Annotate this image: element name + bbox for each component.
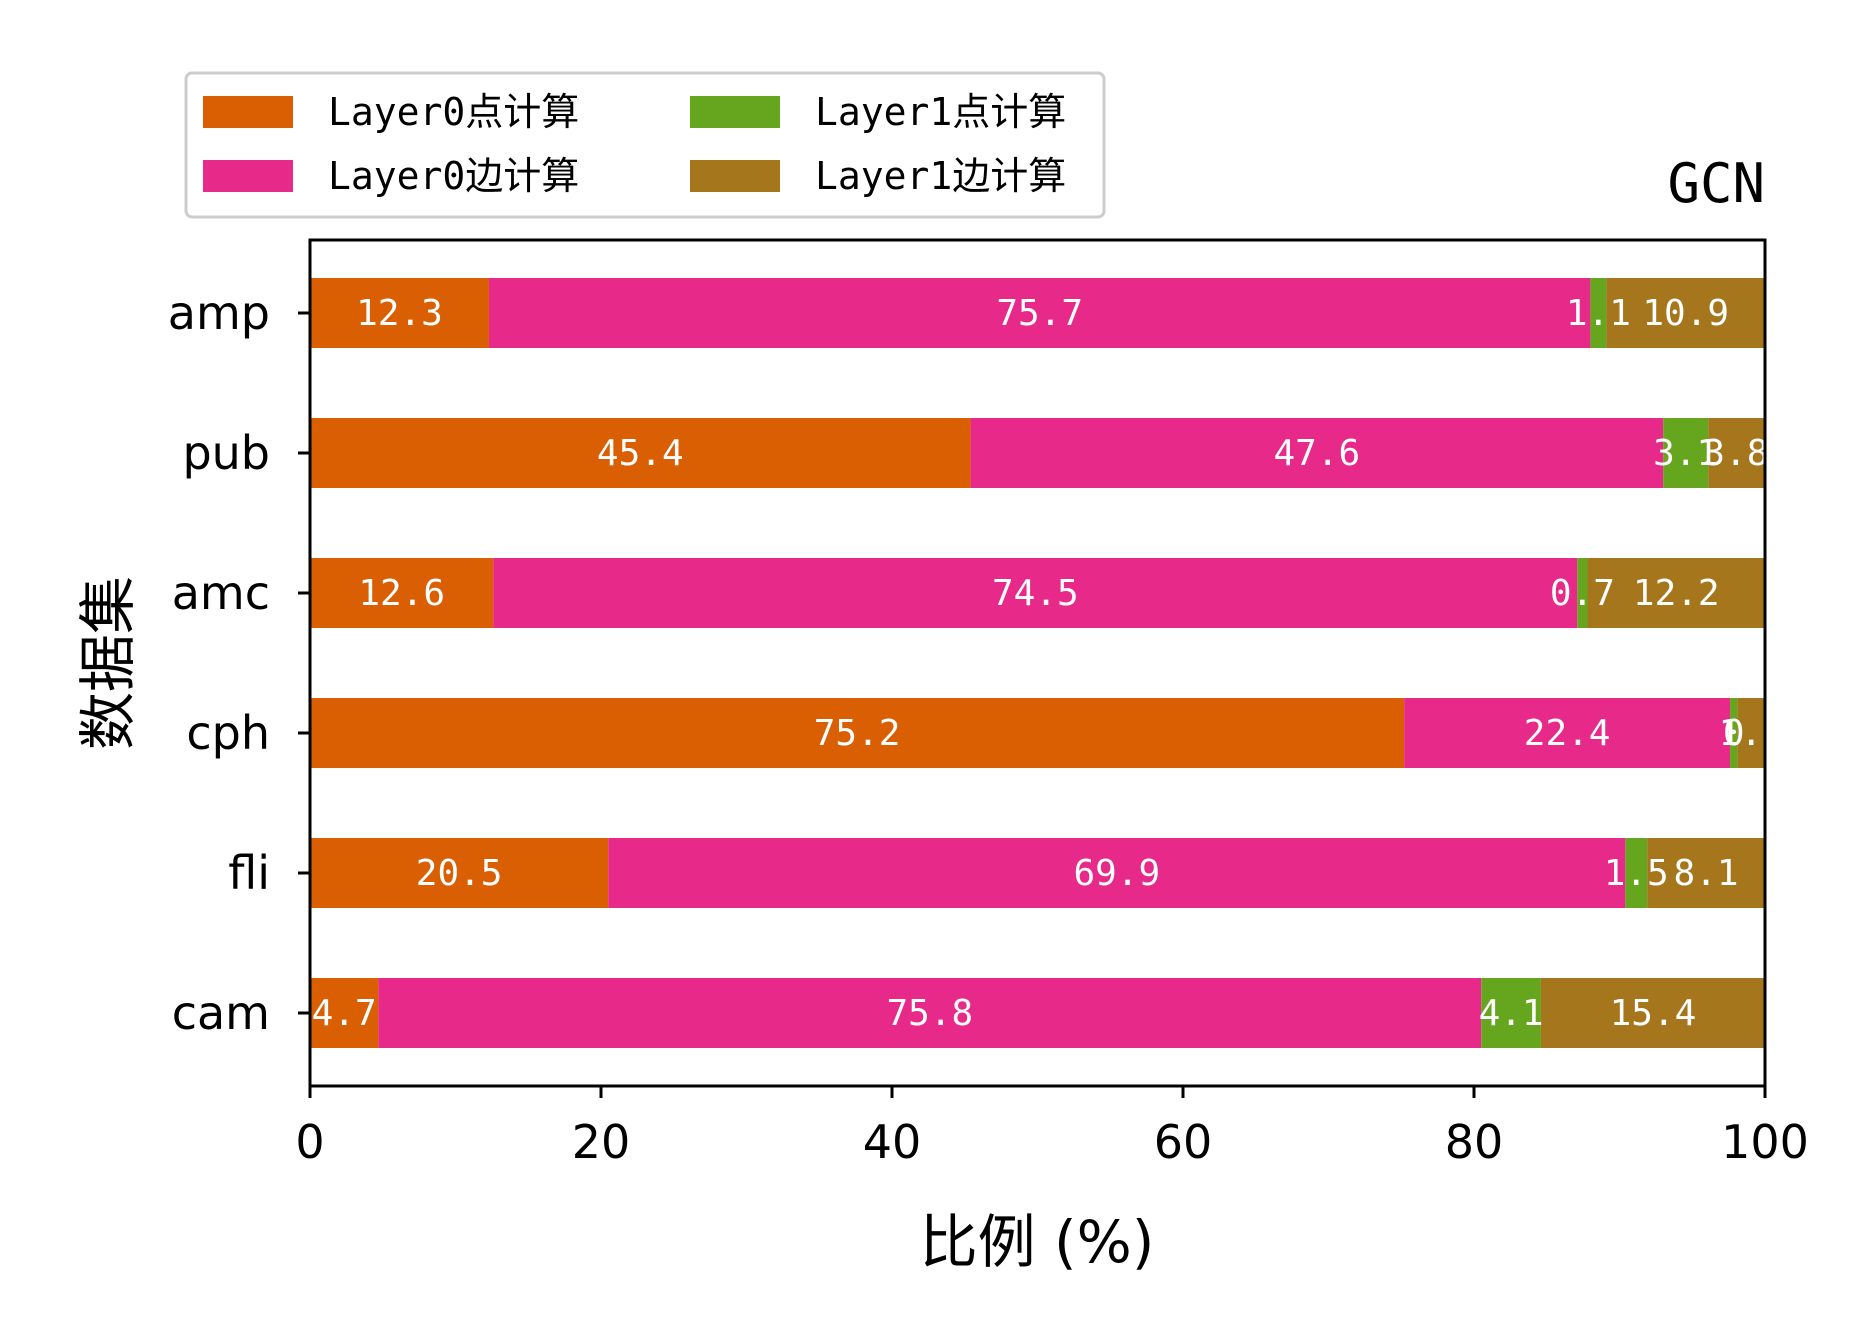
y-tick-label-fli: fli	[228, 846, 270, 900]
legend-label-1: Layer0边计算	[328, 154, 579, 198]
x-tick-label-40: 40	[863, 1115, 922, 1169]
x-tick-label-60: 60	[1154, 1115, 1213, 1169]
x-tick-label-20: 20	[572, 1115, 631, 1169]
bar-pub-series-1	[970, 418, 1664, 488]
bar-cph-series-0	[310, 698, 1405, 768]
x-axis: 0 20 40 60 80 100	[295, 1086, 1809, 1169]
legend-label-3: Layer1边计算	[815, 154, 1066, 198]
bar-cam-series-3	[1540, 978, 1765, 1048]
y-tick-label-cam: cam	[172, 986, 270, 1040]
data-label-amp-series-1: 75.7	[996, 293, 1083, 334]
bar-pub-series-2	[1663, 418, 1709, 488]
data-labels-layer: 12.3 75.7 1.1 10.9 45.4 47.6 3.13.8 12.6 74.5 0.7…	[312, 293, 1784, 1034]
x-tick-label-80: 80	[1445, 1115, 1504, 1169]
bar-pub-series-3	[1708, 418, 1764, 488]
bar-fli-series-0	[310, 838, 609, 908]
legend-label-2: Layer1点计算	[815, 90, 1066, 134]
bar-amp-series-1	[488, 278, 1591, 348]
y-tick-label-pub: pub	[182, 426, 270, 480]
data-label-fli-series-1: 69.9	[1073, 853, 1160, 894]
data-label-cph-series-1: 22.4	[1524, 713, 1611, 754]
data-label-fli-series-0: 20.5	[416, 853, 503, 894]
bar-fli-series-3	[1647, 838, 1765, 908]
bar-fli-series-1	[608, 838, 1626, 908]
bar-amc-series-1	[493, 558, 1578, 628]
legend-swatch-1	[203, 160, 293, 192]
x-axis-title: 比例 (%)	[920, 1208, 1155, 1276]
data-label-amp-series-2: 1.1	[1566, 293, 1631, 334]
data-label-cph-series-3: 1.9	[1719, 713, 1784, 754]
bars-layer	[310, 278, 1765, 1048]
y-tick-label-amc: amc	[172, 566, 270, 620]
data-label-pub-series-0: 45.4	[597, 433, 684, 474]
legend: Layer0点计算 Layer0边计算 Layer1点计算 Layer1边计算	[184, 71, 1106, 219]
data-label-pub-series-2: 3.1	[1653, 433, 1718, 474]
data-label-pub-series-3: 3.8	[1703, 433, 1768, 474]
data-label-amc-series-3: 12.2	[1633, 573, 1720, 614]
y-tick-label-cph: cph	[186, 706, 270, 760]
legend-swatch-0	[203, 96, 293, 128]
bar-amp-series-2	[1590, 278, 1607, 348]
bar-amc-series-3	[1587, 558, 1765, 628]
legend-label-0: Layer0点计算	[328, 90, 579, 134]
legend-frame	[184, 71, 1106, 219]
bar-amc-series-2	[1577, 558, 1588, 628]
data-label-amc-series-2: 0.7	[1550, 573, 1615, 614]
y-tick-label-amp: amp	[168, 286, 270, 340]
data-label-fli-series-2: 1.5	[1604, 853, 1669, 894]
bar-fli-series-2	[1625, 838, 1648, 908]
bar-amc-series-0	[310, 558, 494, 628]
bar-cam-series-0	[310, 978, 379, 1048]
data-label-cph-series-0: 75.2	[814, 713, 901, 754]
data-label-cam-series-2: 4.1	[1479, 993, 1544, 1034]
bar-amp-series-3	[1606, 278, 1765, 348]
data-label-fli-series-3: 8.1	[1674, 853, 1739, 894]
data-label-cam-series-0: 4.7	[312, 993, 377, 1034]
bar-cph-series-3	[1737, 698, 1765, 768]
bar-amp-series-0	[310, 278, 489, 348]
legend-swatch-2	[690, 96, 780, 128]
data-label-pub-series-1: 47.6	[1274, 433, 1361, 474]
data-label-amp-series-0: 12.3	[356, 293, 443, 334]
y-axis-title: 数据集	[74, 576, 142, 750]
plot-frame	[308, 238, 1767, 1088]
bar-cph-series-1	[1404, 698, 1731, 768]
data-label-cam-series-1: 75.8	[886, 993, 973, 1034]
data-label-amc-series-0: 12.6	[358, 573, 445, 614]
legend-swatch-3	[690, 160, 780, 192]
x-tick-label-0: 0	[295, 1115, 324, 1169]
bar-pub-series-0	[310, 418, 971, 488]
bar-cph-series-2	[1730, 698, 1738, 768]
bar-cam-series-1	[378, 978, 1482, 1048]
bar-cam-series-2	[1481, 978, 1541, 1048]
data-label-cam-series-3: 15.4	[1610, 993, 1697, 1034]
y-axis: amp pub amc cph fli cam	[168, 286, 310, 1040]
chart-title: GCN	[1667, 152, 1765, 215]
data-label-cph-series-2: 0	[1723, 713, 1745, 754]
data-label-amc-series-1: 74.5	[992, 573, 1079, 614]
x-tick-label-100: 100	[1721, 1115, 1809, 1169]
data-label-amp-series-3: 10.9	[1642, 293, 1729, 334]
